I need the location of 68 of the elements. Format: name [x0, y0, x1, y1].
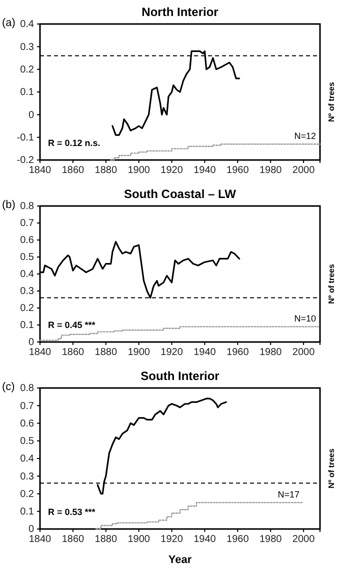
y-tick-label: 0	[28, 524, 34, 536]
y-tick-label: 0.4	[20, 269, 34, 280]
x-tick-label: 1880	[94, 165, 118, 176]
x-tick-label: 1840	[28, 347, 52, 358]
x-tick-label: 2000	[292, 165, 316, 176]
y2-axis-title: Nº of trees	[327, 264, 336, 304]
annotation: N=10	[294, 314, 316, 324]
y-tick-label: 0.1	[20, 87, 34, 98]
text: (a)	[2, 17, 16, 29]
x-tick-label: 1900	[128, 347, 150, 358]
y-tick-label: 0.5	[20, 436, 34, 448]
x-tick-label: 1980	[259, 534, 282, 546]
y-tick-label: 0	[28, 337, 34, 348]
x-tick-label: 1880	[94, 534, 118, 546]
y-tick-label: 0.2	[20, 64, 34, 76]
y-tick-label: 0.4	[20, 454, 34, 465]
y-tick-label: 0.6	[20, 418, 34, 430]
x-tick-label: 1840	[28, 165, 52, 176]
x-tick-label: 2000	[292, 534, 316, 546]
y-tick-label: 0.6	[20, 235, 34, 246]
x-axis-title: Year	[168, 554, 192, 566]
x-tick-label: 1980	[259, 165, 282, 176]
y-tick-label: 0.7	[20, 400, 34, 412]
text: (c)	[2, 381, 15, 393]
x-tick-label: 1940	[194, 165, 216, 176]
y-tick-label: 0	[28, 110, 34, 121]
chart-title: South Interior	[140, 369, 220, 383]
chart-title: South Coastal – LW	[124, 187, 237, 201]
y-tick-label: 0.7	[20, 218, 34, 230]
x-tick-label: 2000	[292, 347, 316, 358]
y-tick-label: 0.8	[20, 383, 34, 394]
chart-title: North Interior	[142, 5, 219, 19]
x-tick-label: 1900	[128, 534, 150, 546]
y-tick-label: -0.1	[16, 132, 34, 144]
y-tick-label: 0.5	[20, 252, 34, 264]
annotation: R = 0.45 ***	[48, 320, 96, 330]
annotation: R = 0.12 n.s.	[48, 138, 100, 148]
y-tick-label: 0.1	[20, 506, 34, 518]
x-tick-label: 1960	[226, 534, 250, 546]
x-tick-label: 1960	[226, 165, 250, 176]
y-tick-label: 0.2	[20, 488, 34, 500]
y-tick-label: 0.3	[20, 286, 34, 298]
annotation: N=17	[278, 490, 300, 500]
x-tick-label: 1940	[194, 347, 216, 358]
text: (b)	[2, 199, 16, 211]
y-tick-label: 0.4	[20, 19, 34, 30]
x-tick-label: 1940	[194, 534, 216, 546]
x-tick-label: 1920	[160, 534, 184, 546]
x-tick-label: 1860	[62, 534, 84, 546]
y-tick-label: 0.2	[20, 303, 34, 314]
x-tick-label: 1960	[226, 347, 250, 358]
x-tick-label: 1880	[94, 347, 118, 358]
y-tick-label: 0.3	[20, 471, 34, 482]
y2-axis-title: Nº of trees	[327, 448, 336, 488]
x-tick-label: 1980	[259, 347, 282, 358]
x-tick-label: 1860	[62, 347, 84, 358]
y-tick-label: 0.3	[20, 42, 34, 53]
y-tick-label: -0.2	[16, 155, 34, 166]
x-tick-label: 1920	[160, 165, 184, 176]
x-tick-label: 1900	[128, 165, 150, 176]
x-tick-label: 1920	[160, 347, 184, 358]
y-tick-label: 0.8	[20, 201, 34, 212]
annotation: R = 0.53 ***	[48, 507, 96, 517]
x-tick-label: 1860	[62, 165, 84, 176]
annotation: N=12	[294, 131, 316, 142]
x-tick-label: 1840	[28, 534, 52, 546]
y-tick-label: 0.1	[20, 320, 34, 332]
y2-axis-title: Nº of trees	[327, 82, 336, 122]
